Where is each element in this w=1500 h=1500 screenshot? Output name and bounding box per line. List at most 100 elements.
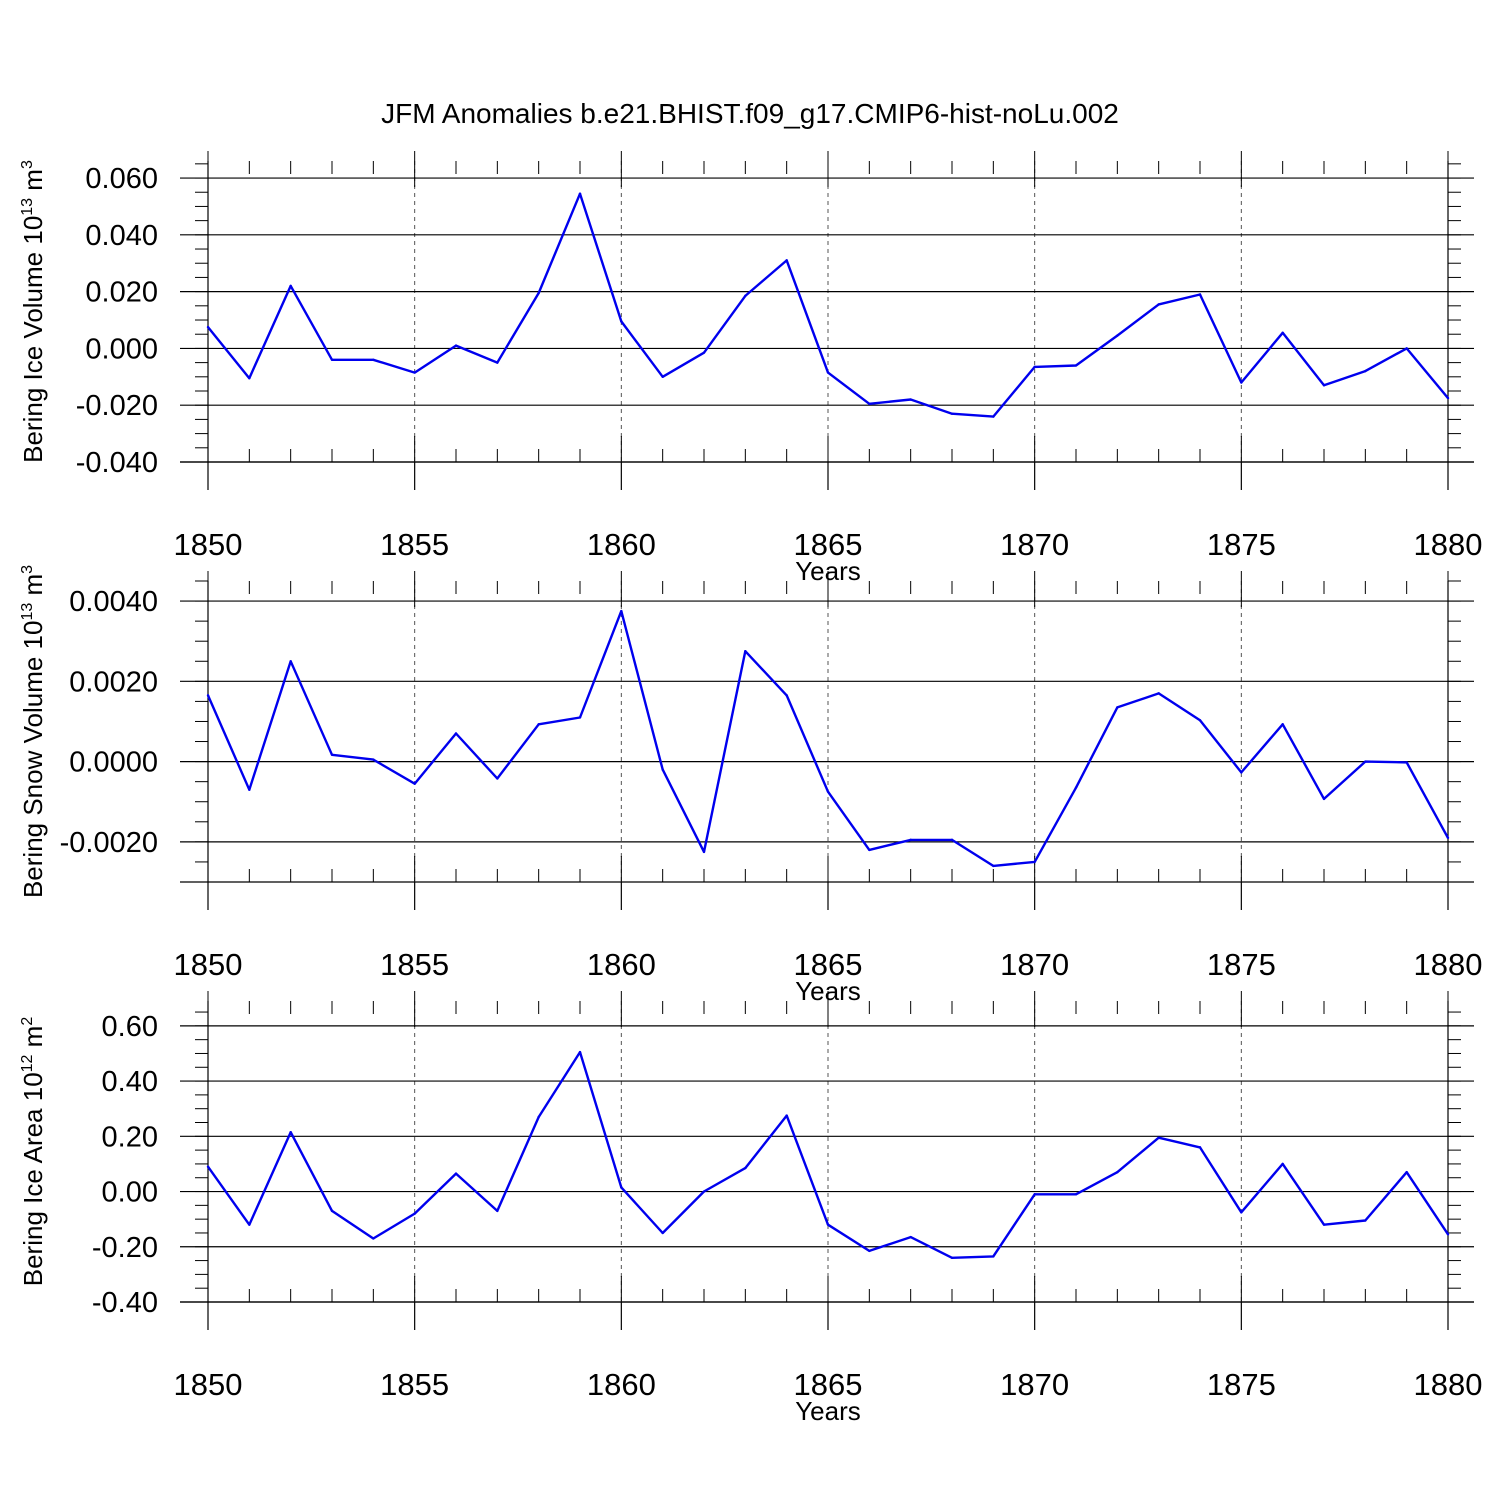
data-point bbox=[1033, 860, 1036, 864]
data-point bbox=[1281, 1162, 1284, 1166]
y-axis-label: Bering Ice Volume 1013 m3 bbox=[18, 160, 48, 463]
data-point bbox=[620, 1186, 623, 1189]
data-point bbox=[1033, 1193, 1036, 1196]
y-tick-label: -0.40 bbox=[92, 1287, 158, 1319]
data-point bbox=[661, 768, 664, 771]
data-point bbox=[1281, 723, 1284, 726]
data-point bbox=[702, 351, 706, 354]
data-point bbox=[1074, 364, 1078, 367]
y-tick-label: 0.0000 bbox=[69, 747, 158, 779]
x-tick-label: 1850 bbox=[174, 527, 243, 562]
y-tick-label: 0.060 bbox=[85, 163, 158, 195]
y-tick-label: 0.20 bbox=[102, 1121, 158, 1153]
data-point bbox=[1240, 771, 1243, 774]
data-point bbox=[744, 294, 747, 298]
y-axis-label: Bering Ice Area 1012 m2 bbox=[18, 1017, 48, 1287]
x-tick-label: 1880 bbox=[1414, 527, 1483, 562]
data-point bbox=[454, 1172, 458, 1175]
data-point bbox=[578, 192, 582, 195]
x-tick-label: 1865 bbox=[794, 1367, 863, 1402]
data-point bbox=[826, 371, 830, 374]
data-point bbox=[1116, 334, 1119, 337]
data-point bbox=[661, 375, 664, 379]
data-point bbox=[950, 838, 954, 842]
data-point bbox=[289, 660, 292, 663]
data-point bbox=[1405, 347, 1408, 350]
data-point bbox=[1281, 331, 1284, 334]
data-point bbox=[661, 1231, 664, 1235]
x-tick-label: 1855 bbox=[380, 527, 449, 562]
data-point bbox=[372, 358, 375, 361]
data-point bbox=[1240, 1211, 1243, 1214]
series-line bbox=[206, 609, 1450, 868]
y-tick-label: 0.040 bbox=[85, 220, 158, 252]
data-point bbox=[785, 1114, 788, 1117]
x-tick-label: 1875 bbox=[1207, 527, 1276, 562]
data-point bbox=[1364, 1219, 1367, 1222]
data-point bbox=[909, 398, 912, 401]
data-point bbox=[992, 864, 995, 868]
y-tick-label: 0.60 bbox=[102, 1011, 158, 1043]
x-tick-label: 1855 bbox=[380, 1367, 449, 1402]
data-point bbox=[578, 716, 582, 719]
data-point bbox=[496, 361, 499, 364]
data-point bbox=[868, 1249, 871, 1253]
y-tick-label: -0.0020 bbox=[60, 827, 158, 859]
data-point bbox=[702, 850, 706, 854]
data-point bbox=[1322, 797, 1326, 801]
data-point bbox=[413, 782, 416, 785]
data-point bbox=[1116, 1171, 1119, 1174]
data-point bbox=[1157, 1136, 1160, 1139]
chart-panel-1: -0.040 -0.020 0.000 0.020 0.040 0.060 1850 1855… bbox=[18, 151, 1482, 586]
data-point bbox=[206, 1165, 210, 1168]
data-point bbox=[1322, 1223, 1326, 1226]
data-point bbox=[1198, 719, 1202, 722]
data-point bbox=[496, 1209, 499, 1213]
data-point bbox=[330, 1209, 334, 1213]
data-point bbox=[702, 1190, 706, 1193]
data-point bbox=[1405, 761, 1408, 764]
x-tick-label: 1850 bbox=[174, 1367, 243, 1402]
figure-title: JFM Anomalies b.e21.BHIST.f09_g17.CMIP6-… bbox=[381, 98, 1119, 129]
data-point bbox=[454, 732, 458, 735]
x-tick-label: 1875 bbox=[1207, 947, 1276, 982]
data-point bbox=[578, 1050, 582, 1054]
y-tick-label: 0.0020 bbox=[69, 666, 158, 698]
data-point bbox=[826, 790, 830, 793]
data-point bbox=[537, 1115, 540, 1119]
x-tick-label: 1860 bbox=[587, 947, 656, 982]
x-tick-label: 1870 bbox=[1000, 527, 1069, 562]
x-axis-label: Years bbox=[795, 1396, 861, 1426]
y-tick-label: 0.0040 bbox=[69, 586, 158, 618]
data-point bbox=[826, 1223, 830, 1226]
data-point bbox=[620, 320, 623, 323]
x-tick-label: 1870 bbox=[1000, 1367, 1069, 1402]
data-point bbox=[1074, 786, 1078, 789]
data-point bbox=[1116, 706, 1119, 709]
x-tick-label: 1875 bbox=[1207, 1367, 1276, 1402]
x-tick-label: 1860 bbox=[587, 1367, 656, 1402]
data-point bbox=[372, 1237, 375, 1240]
data-point bbox=[909, 838, 912, 842]
x-tick-label: 1865 bbox=[794, 947, 863, 982]
y-tick-label: -0.020 bbox=[76, 390, 158, 422]
x-tick-label: 1855 bbox=[380, 947, 449, 982]
data-point bbox=[744, 1166, 747, 1170]
x-tick-label: 1860 bbox=[587, 527, 656, 562]
y-tick-label: -0.20 bbox=[92, 1232, 158, 1264]
y-axis-label: Bering Snow Volume 1013 m3 bbox=[18, 565, 48, 898]
data-point bbox=[868, 402, 871, 405]
data-point bbox=[1446, 396, 1450, 400]
data-point bbox=[1157, 692, 1160, 695]
data-point bbox=[868, 848, 871, 852]
data-point bbox=[413, 1212, 416, 1215]
data-point bbox=[248, 788, 251, 791]
x-tick-label: 1870 bbox=[1000, 947, 1069, 982]
panels: -0.040 -0.020 0.000 0.020 0.040 0.060 1850 1855… bbox=[18, 151, 1482, 1426]
data-point bbox=[744, 650, 747, 653]
x-tick-label: 1880 bbox=[1414, 1367, 1483, 1402]
x-tick-label: 1880 bbox=[1414, 947, 1483, 982]
data-point bbox=[330, 753, 334, 756]
data-point bbox=[454, 344, 458, 347]
